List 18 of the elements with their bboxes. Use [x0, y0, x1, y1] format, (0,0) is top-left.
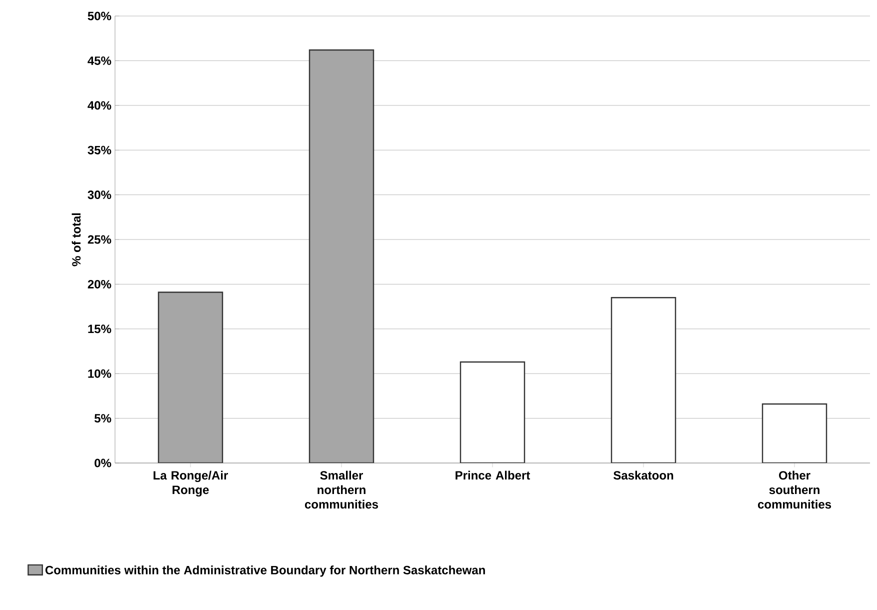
y-tick-label: 40% [88, 101, 112, 110]
y-tick-label: 45% [88, 56, 112, 65]
x-tick-label: Other southern communities [758, 470, 832, 509]
y-tick-label: 35% [88, 146, 112, 154]
y-axis-title: % of total [72, 213, 81, 266]
y-tick-label: 25% [88, 235, 112, 244]
x-tick-label: Saskatoon [614, 470, 674, 480]
y-tick-label: 50% [88, 12, 112, 20]
legend-label: Communities within the Administrative Boundary for Northern Saskatchewan [45, 566, 485, 577]
y-tick-label: 0% [94, 458, 112, 468]
y-tick-label: 30% [88, 190, 112, 200]
x-tick-label: Prince Albert [456, 470, 530, 480]
x-tick-label: La Ronge/Air Ronge [154, 470, 228, 497]
y-tick-label: 5% [94, 414, 112, 423]
x-tick-label: Smaller northern communities [304, 470, 378, 509]
y-tick-label: 10% [88, 369, 112, 378]
y-tick-label: 20% [88, 280, 112, 288]
y-tick-label: 15% [88, 324, 112, 334]
